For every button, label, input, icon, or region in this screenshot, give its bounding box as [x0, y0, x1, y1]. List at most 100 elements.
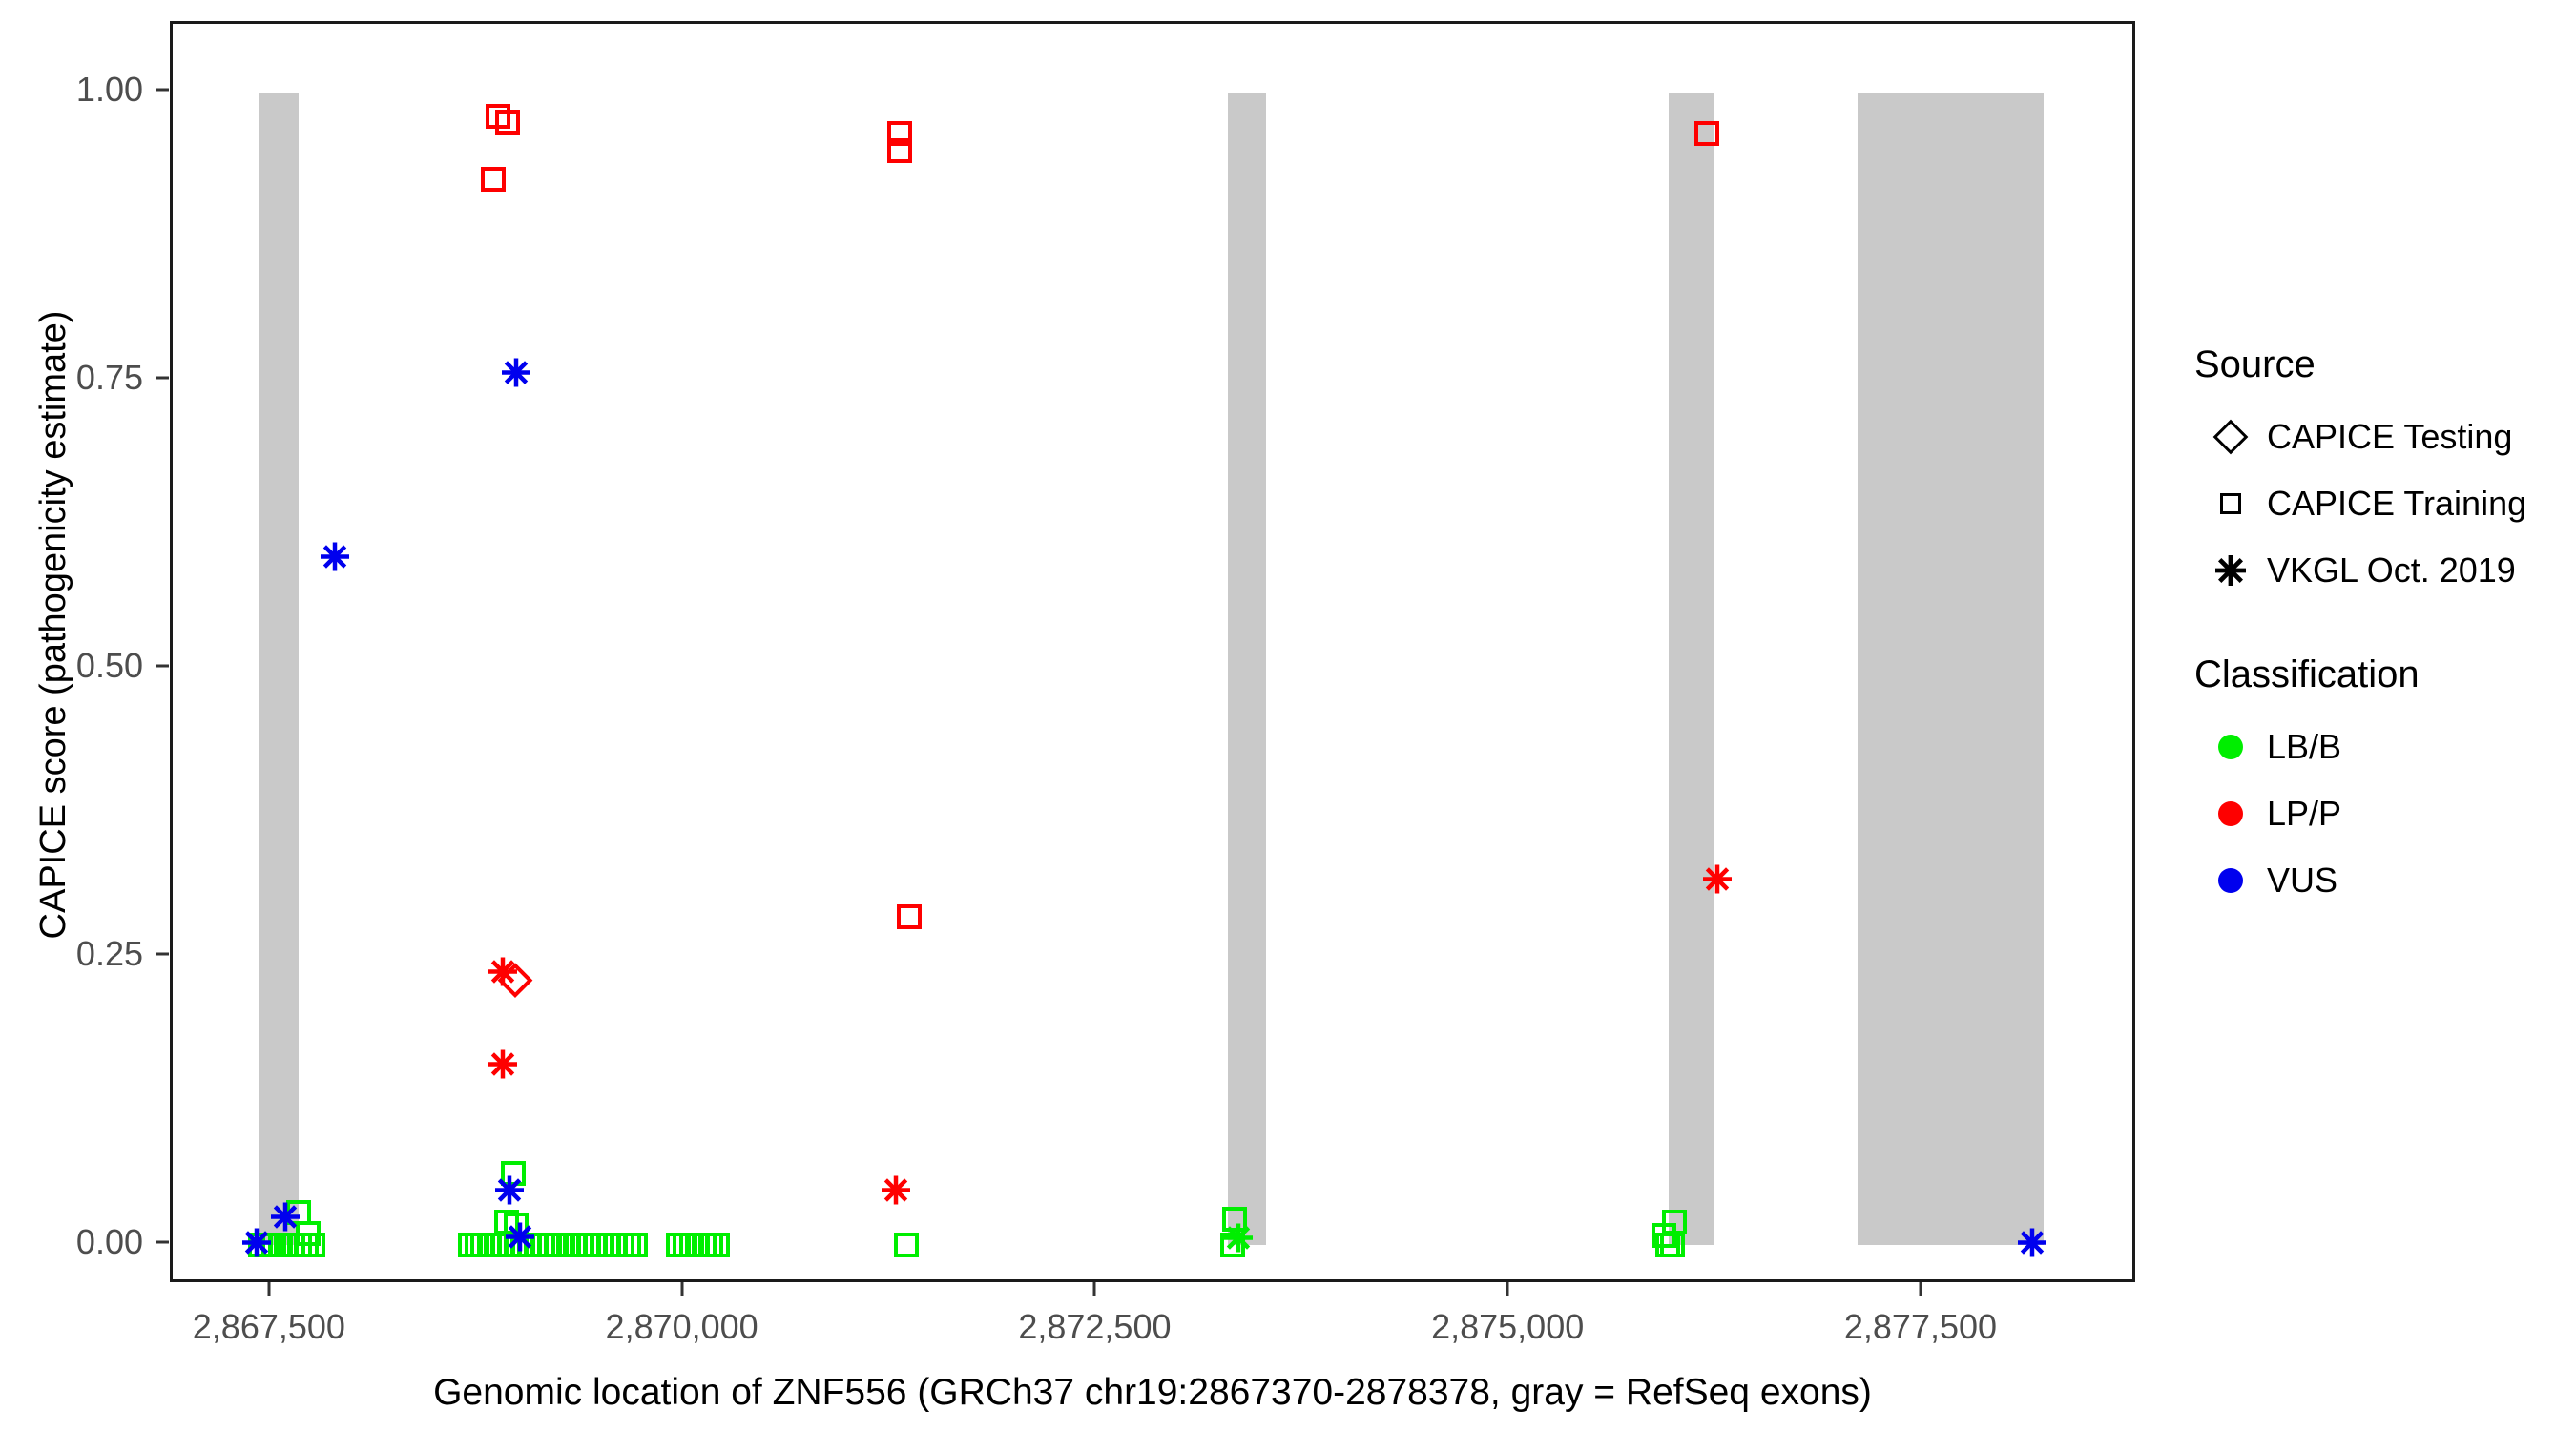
x-tick-mark: [1092, 1282, 1096, 1296]
data-point-square: [536, 1232, 562, 1257]
chart-legend: Source CAPICE Testing CAPICE Training VKGL …: [2194, 343, 2566, 964]
y-tick-mark: [156, 88, 169, 92]
data-point-square: [500, 1160, 526, 1186]
y-tick-label: 0.50: [75, 646, 143, 686]
legend-label: CAPICE Testing: [2267, 417, 2513, 456]
legend-item[interactable]: LB/B: [2194, 714, 2566, 780]
legend-item[interactable]: VKGL Oct. 2019: [2194, 537, 2566, 604]
data-point-square: [886, 137, 912, 163]
data-point-square: [886, 120, 912, 146]
legend-label: LB/B: [2267, 727, 2342, 766]
data-point-square: [583, 1232, 609, 1257]
data-point-square: [493, 1209, 519, 1234]
data-point-square: [523, 1232, 549, 1257]
data-point-square: [495, 109, 521, 135]
legend-item[interactable]: CAPICE Training: [2194, 470, 2566, 537]
x-tick-label: 2,870,000: [605, 1307, 758, 1346]
data-point-square: [590, 1232, 615, 1257]
legend-label: CAPICE Training: [2267, 484, 2527, 523]
data-point-square: [678, 1232, 704, 1257]
plot-panel: [170, 21, 2135, 1282]
data-point-asterisk: [488, 1048, 518, 1084]
data-point-square: [490, 1232, 516, 1257]
data-point-asterisk: [494, 1175, 525, 1211]
data-point-square: [295, 1220, 321, 1246]
legend-item[interactable]: VUS: [2194, 847, 2566, 914]
data-point-square: [543, 1232, 569, 1257]
data-point-square: [477, 1232, 503, 1257]
y-tick-mark: [156, 664, 169, 668]
data-point-asterisk: [881, 1175, 911, 1211]
legend-key-dot-icon: [2194, 780, 2267, 847]
exon-band: [1669, 93, 1714, 1245]
data-point-square: [698, 1232, 724, 1257]
legend-key-diamond-icon: [2194, 404, 2267, 470]
legend-title: Source: [2194, 343, 2316, 385]
data-point-asterisk: [505, 1221, 535, 1256]
x-tick-mark: [267, 1282, 271, 1296]
data-point-square: [497, 1232, 523, 1257]
data-point-asterisk: [501, 358, 531, 393]
y-tick-label: 0.00: [75, 1221, 143, 1261]
data-point-square: [622, 1232, 648, 1257]
data-point-square: [301, 1232, 326, 1257]
data-point-square: [692, 1232, 717, 1257]
data-point-square: [685, 1232, 711, 1257]
data-point-square: [464, 1232, 489, 1257]
legend-item[interactable]: LP/P: [2194, 780, 2566, 847]
y-tick-label: 0.75: [75, 358, 143, 398]
legend-key-square-icon: [2194, 470, 2267, 537]
legend-group-source: Source CAPICE Testing CAPICE Training VKGL …: [2194, 343, 2566, 604]
data-point-square: [672, 1232, 697, 1257]
data-point-square: [484, 1232, 509, 1257]
data-point-square: [609, 1232, 634, 1257]
legend-key-dot-icon: [2194, 714, 2267, 780]
y-tick-label: 1.00: [75, 70, 143, 110]
plot-area: [173, 24, 2132, 1279]
data-point-asterisk: [320, 542, 350, 577]
legend-key-dot-icon: [2194, 847, 2267, 914]
y-tick-mark: [156, 952, 169, 956]
data-point-square: [897, 903, 923, 929]
data-point-square: [602, 1232, 628, 1257]
x-tick-label: 2,875,000: [1431, 1307, 1585, 1346]
data-point-square: [509, 1232, 535, 1257]
legend-item[interactable]: CAPICE Testing: [2194, 404, 2566, 470]
data-point-asterisk: [488, 957, 518, 992]
data-point-square: [563, 1232, 589, 1257]
y-axis-title: CAPICE score (pathogenicity estimate): [32, 310, 73, 940]
data-point-square: [470, 1232, 496, 1257]
legend-label: LP/P: [2267, 794, 2342, 833]
data-point-square: [486, 103, 511, 129]
legend-group-classification: Classification LB/B LP/P VUS: [2194, 653, 2566, 914]
y-tick-label: 0.25: [75, 933, 143, 973]
x-tick-mark: [1919, 1282, 1922, 1296]
legend-label: VUS: [2267, 861, 2338, 900]
data-point-square: [596, 1232, 621, 1257]
x-tick-mark: [1506, 1282, 1509, 1296]
y-tick-mark: [156, 1240, 169, 1244]
data-point-square: [516, 1232, 542, 1257]
exon-band: [1228, 93, 1266, 1245]
data-point-square: [480, 166, 506, 192]
data-point-square: [457, 1232, 483, 1257]
data-point-square: [530, 1232, 555, 1257]
data-point-square: [556, 1232, 582, 1257]
y-tick-mark: [156, 376, 169, 380]
legend-title: Classification: [2194, 653, 2420, 695]
x-axis-title: Genomic location of ZNF556 (GRCh37 chr19…: [433, 1372, 1872, 1413]
exon-band: [259, 93, 299, 1245]
x-tick-label: 2,877,500: [1843, 1307, 1998, 1346]
data-point-square: [893, 1232, 919, 1257]
legend-label: VKGL Oct. 2019: [2267, 550, 2516, 590]
data-point-square: [504, 1213, 530, 1238]
x-tick-mark: [680, 1282, 684, 1296]
data-point-square: [504, 1232, 530, 1257]
exon-band: [1857, 93, 2045, 1245]
legend-key-asterisk-icon: [2194, 537, 2267, 604]
data-point-diamond: [497, 963, 533, 999]
data-point-square: [576, 1232, 602, 1257]
data-point-square: [550, 1232, 575, 1257]
data-point-square: [615, 1232, 641, 1257]
